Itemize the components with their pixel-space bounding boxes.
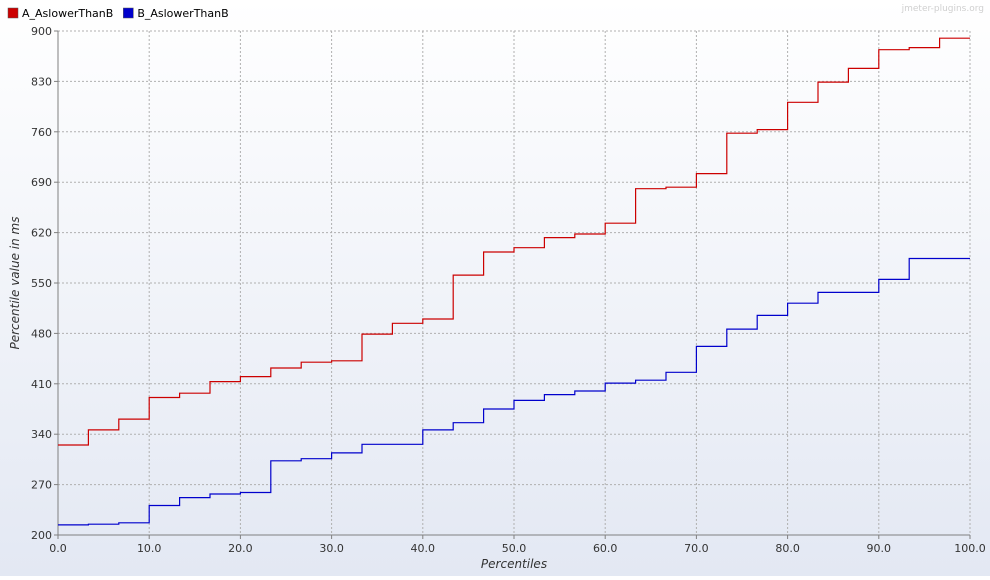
legend-label: B_AslowerThanB [137,7,228,20]
legend-swatch [7,7,19,19]
y-tick-label: 480 [31,327,52,340]
x-tick-label: 30.0 [319,542,344,555]
y-tick-label: 410 [31,378,52,391]
x-tick-label: 0.0 [49,542,67,555]
legend-label: A_AslowerThanB [22,7,113,20]
axes [54,30,971,539]
x-tick-label: 70.0 [684,542,709,555]
y-tick-label: 270 [31,479,52,492]
series-line-a [58,37,970,446]
x-tick-label: 90.0 [867,542,892,555]
y-tick-label: 830 [31,75,52,88]
y-tick-label: 900 [31,25,52,38]
x-tick-label: 80.0 [775,542,800,555]
watermark: jmeter-plugins.org [901,4,984,14]
legend-swatch [123,7,134,19]
x-tick-label: 20.0 [228,542,253,555]
grid [58,30,971,535]
y-tick-label: 550 [31,277,52,290]
series-line-b [58,257,970,526]
y-axis-label: Percentile value in ms [8,217,22,350]
x-tick-label: 10.0 [137,542,162,555]
x-tick-label: 100.0 [954,542,986,555]
y-tick-label: 340 [31,428,52,441]
x-tick-label: 60.0 [593,542,618,555]
series-lines [58,37,970,526]
y-tick-label: 690 [31,176,52,189]
y-tick-label: 760 [31,126,52,139]
legend: A_AslowerThanB B_AslowerThanB [7,7,229,20]
x-tick-label: 50.0 [502,542,527,555]
y-tick-label: 200 [31,529,52,542]
x-tick-label: 40.0 [411,542,436,555]
x-axis-label: Percentiles [481,557,547,571]
y-tick-label: 620 [31,227,52,240]
tick-labels: 200 270 340 410 480 550 620 690 760 830 900 0.0 10.0… [31,25,986,555]
